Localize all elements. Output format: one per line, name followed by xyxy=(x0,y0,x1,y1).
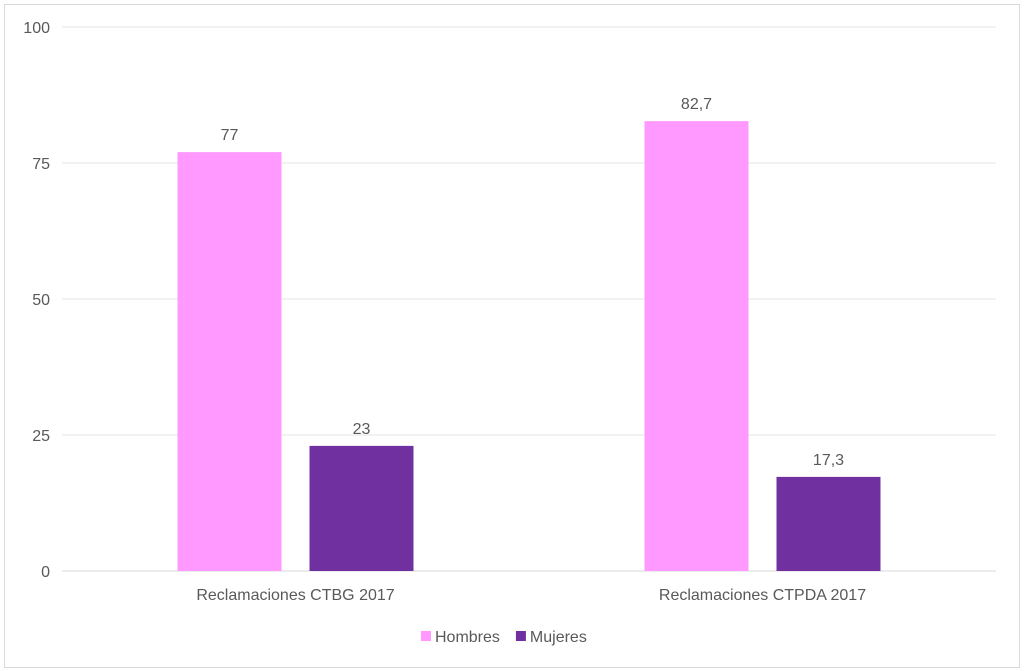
data-label: 77 xyxy=(221,127,239,144)
y-tick-label: 100 xyxy=(23,20,50,37)
x-tick-label: Reclamaciones CTBG 2017 xyxy=(196,587,394,604)
data-label: 17,3 xyxy=(813,452,844,469)
data-label: 82,7 xyxy=(681,96,712,113)
legend-swatch xyxy=(421,631,431,641)
bar-mujeres xyxy=(776,476,881,571)
legend-swatch xyxy=(515,631,526,641)
y-tick-label: 25 xyxy=(32,428,50,445)
bar-mujeres xyxy=(309,445,414,571)
data-label: 23 xyxy=(353,421,371,438)
x-tick-label: Reclamaciones CTPDA 2017 xyxy=(659,587,866,604)
bar-hombres xyxy=(644,121,749,571)
chart-border xyxy=(4,4,1020,668)
y-tick-label: 50 xyxy=(32,292,50,309)
legend-label: Hombres xyxy=(435,629,500,646)
legend-label: Mujeres xyxy=(530,629,587,646)
y-tick-label: 0 xyxy=(41,564,50,581)
bar-hombres xyxy=(177,152,282,571)
y-tick-label: 75 xyxy=(32,156,50,173)
